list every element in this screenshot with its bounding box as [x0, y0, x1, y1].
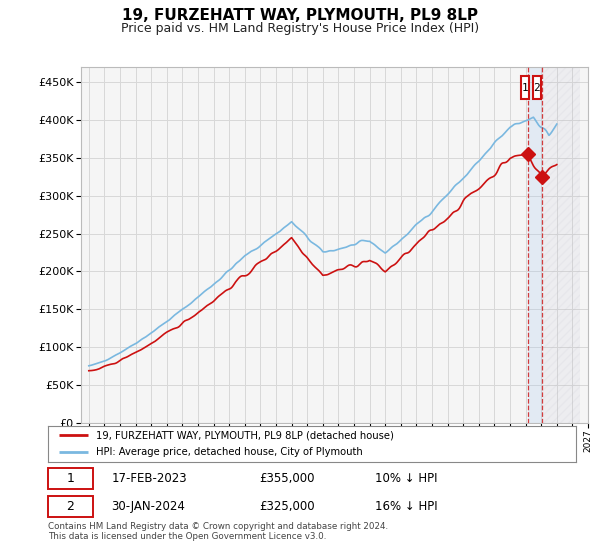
Bar — [533, 76, 541, 99]
Text: 30-JAN-2024: 30-JAN-2024 — [112, 500, 185, 513]
Bar — [527, 67, 542, 423]
Bar — [542, 67, 580, 423]
Bar — [48, 496, 93, 517]
Text: 17-FEB-2023: 17-FEB-2023 — [112, 472, 187, 485]
Text: £325,000: £325,000 — [259, 500, 315, 513]
Text: 19, FURZEHATT WAY, PLYMOUTH, PL9 8LP: 19, FURZEHATT WAY, PLYMOUTH, PL9 8LP — [122, 8, 478, 24]
Text: 10% ↓ HPI: 10% ↓ HPI — [376, 472, 438, 485]
Text: 2: 2 — [533, 83, 540, 92]
Text: 1: 1 — [522, 83, 529, 92]
Text: 19, FURZEHATT WAY, PLYMOUTH, PL9 8LP (detached house): 19, FURZEHATT WAY, PLYMOUTH, PL9 8LP (de… — [95, 431, 394, 440]
Text: Price paid vs. HM Land Registry's House Price Index (HPI): Price paid vs. HM Land Registry's House … — [121, 22, 479, 35]
Text: 1: 1 — [67, 472, 74, 485]
Bar — [521, 76, 529, 99]
Text: HPI: Average price, detached house, City of Plymouth: HPI: Average price, detached house, City… — [95, 447, 362, 457]
Text: 2: 2 — [67, 500, 74, 513]
Text: £355,000: £355,000 — [259, 472, 315, 485]
Text: Contains HM Land Registry data © Crown copyright and database right 2024.
This d: Contains HM Land Registry data © Crown c… — [48, 522, 388, 542]
Bar — [48, 468, 93, 489]
Text: 16% ↓ HPI: 16% ↓ HPI — [376, 500, 438, 513]
